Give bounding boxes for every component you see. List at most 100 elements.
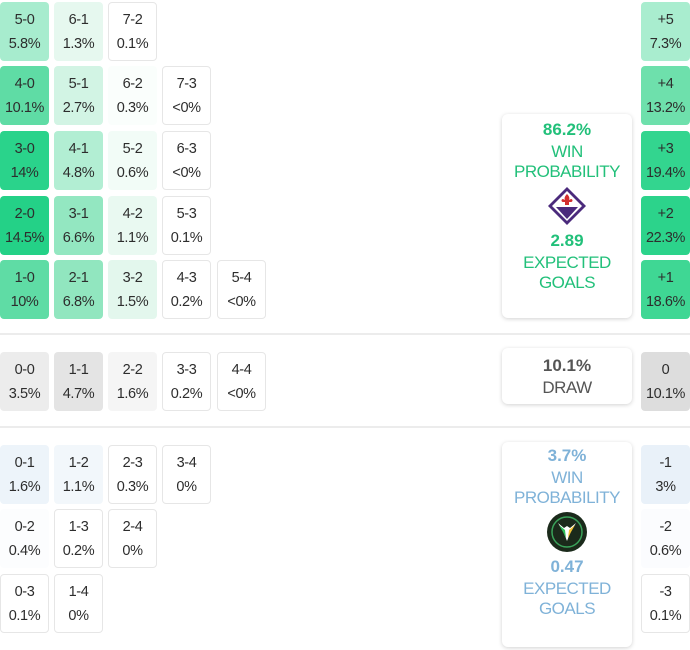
score-label: 2-4 [122,518,143,535]
score-cell-2-4[interactable]: 2-4 0% [108,509,157,568]
score-probability: <0% [172,164,201,181]
score-cell-0-2[interactable]: 0-2 0.4% [0,509,49,568]
margin-cell-plus-3[interactable]: +3 19.4% [641,131,690,190]
score-cell-7-3[interactable]: 7-3 <0% [162,66,211,125]
score-label: 1-1 [68,361,89,378]
score-cell-1-2[interactable]: 1-2 1.1% [54,445,103,504]
score-cell-5-4[interactable]: 5-4 <0% [217,260,266,319]
score-probability: <0% [227,385,256,402]
score-probability: 6.6% [62,229,95,246]
score-cell-6-1[interactable]: 6-1 1.3% [54,2,103,61]
score-probability: 0.6% [116,164,149,181]
margin-probability: 19.4% [645,164,686,181]
score-cell-2-0[interactable]: 2-0 14.5% [0,196,49,255]
score-cell-5-1[interactable]: 5-1 2.7% [54,66,103,125]
score-cell-5-0[interactable]: 5-0 5.8% [0,2,49,61]
draw-probability: 10.1% [542,356,592,375]
score-probability: 14% [10,164,39,181]
score-cell-4-2[interactable]: 4-2 1.1% [108,196,157,255]
score-probability: 1.3% [62,35,95,52]
score-label: 2-1 [68,269,89,286]
score-cell-1-1[interactable]: 1-1 4.7% [54,352,103,411]
margin-label: -2 [659,518,672,535]
margin-cell-minus-2[interactable]: -2 0.6% [641,509,690,568]
score-label: 1-3 [68,518,89,535]
score-probability: 14.5% [4,229,45,246]
score-probability: 1.6% [8,478,41,495]
score-cell-4-3[interactable]: 4-3 0.2% [162,260,211,319]
score-cell-2-3[interactable]: 2-3 0.3% [108,445,157,504]
score-cell-0-1[interactable]: 0-1 1.6% [0,445,49,504]
score-probability: 6.8% [62,293,95,310]
margin-cell-plus-4[interactable]: +4 13.2% [641,66,690,125]
score-probability: 0.1% [116,35,149,52]
margin-label: -3 [659,583,672,600]
margin-probability: 7.3% [649,35,682,52]
margin-label: +5 [657,11,674,28]
expected-label: EXPECTED [523,579,611,598]
score-label: 3-3 [176,361,197,378]
score-label: 0-2 [14,518,35,535]
margin-label: +4 [657,75,674,92]
margin-cell-plus-1[interactable]: +1 18.6% [641,260,690,319]
probability-label: PROBABILITY [514,488,620,507]
score-label: 3-4 [176,454,197,471]
score-cell-5-3[interactable]: 5-3 0.1% [162,196,211,255]
score-label: 1-2 [68,454,89,471]
score-label: 3-0 [14,140,35,157]
score-label: 2-3 [122,454,143,471]
score-cell-1-3[interactable]: 1-3 0.2% [54,509,103,568]
margin-cell-plus-5[interactable]: +5 7.3% [641,2,690,61]
score-cell-1-4[interactable]: 1-4 0% [54,574,103,633]
score-cell-2-2[interactable]: 2-2 1.6% [108,352,157,411]
expected-label: EXPECTED [523,253,611,272]
score-probability: 10% [10,293,39,310]
margin-cell-plus-2[interactable]: +2 22.3% [641,196,690,255]
score-cell-4-0[interactable]: 4-0 10.1% [0,66,49,125]
score-probability: 5.8% [8,35,41,52]
score-cell-3-3[interactable]: 3-3 0.2% [162,352,211,411]
score-probability: 0% [122,542,143,559]
score-cell-0-0[interactable]: 0-0 3.5% [0,352,49,411]
score-cell-1-0[interactable]: 1-0 10% [0,260,49,319]
section-divider [0,426,690,428]
home-win-card: 86.2% WIN PROBABILITY 2.89 EXPECTED GOAL… [502,114,632,318]
fiorentina-crest-icon [548,187,586,225]
score-cell-7-2[interactable]: 7-2 0.1% [108,2,157,61]
score-probability: 0.3% [116,99,149,116]
score-probability: 0% [68,607,89,624]
margin-probability: 0.6% [649,542,682,559]
score-label: 5-3 [176,205,197,222]
score-cell-3-2[interactable]: 3-2 1.5% [108,260,157,319]
score-cell-3-1[interactable]: 3-1 6.6% [54,196,103,255]
score-probability: 0.2% [170,385,203,402]
score-label: 5-4 [231,269,252,286]
score-cell-0-3[interactable]: 0-3 0.1% [0,574,49,633]
score-cell-3-4[interactable]: 3-4 0% [162,445,211,504]
score-label: 4-2 [122,205,143,222]
score-cell-3-0[interactable]: 3-0 14% [0,131,49,190]
margin-probability: 22.3% [645,229,686,246]
score-label: 6-3 [176,140,197,157]
score-cell-2-1[interactable]: 2-1 6.8% [54,260,103,319]
margin-label: 0 [661,361,670,378]
score-cell-6-3[interactable]: 6-3 <0% [162,131,211,190]
score-probability: 0.4% [8,542,41,559]
score-label: 4-0 [14,75,35,92]
margin-cell-minus-3[interactable]: -3 0.1% [641,574,690,633]
margin-cell-minus-1[interactable]: -1 3% [641,445,690,504]
score-cell-5-2[interactable]: 5-2 0.6% [108,131,157,190]
score-probability: 1.1% [62,478,95,495]
score-probability: 10.1% [4,99,45,116]
margin-cell-zero[interactable]: 0 10.1% [641,352,690,411]
score-cell-4-1[interactable]: 4-1 4.8% [54,131,103,190]
score-label: 4-4 [231,361,252,378]
score-label: 6-1 [68,11,89,28]
score-cell-4-4[interactable]: 4-4 <0% [217,352,266,411]
score-label: 5-2 [122,140,143,157]
score-cell-6-2[interactable]: 6-2 0.3% [108,66,157,125]
score-probability: 4.8% [62,164,95,181]
score-label: 3-1 [68,205,89,222]
score-probability: <0% [172,99,201,116]
score-probability: 0.1% [8,607,41,624]
